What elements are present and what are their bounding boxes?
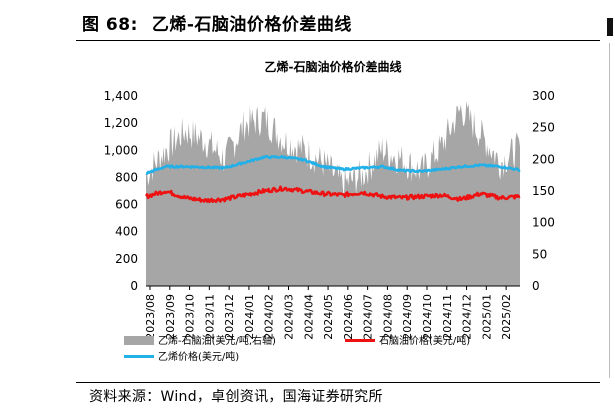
y-right-tick-label: 300	[532, 89, 555, 103]
chart-title: 乙烯-石脑油价格价差曲线	[265, 59, 402, 74]
y-left-tick-label: 1,400	[104, 89, 138, 103]
x-tick-label: 2024/10	[421, 294, 434, 340]
x-tick-label: 2023/09	[164, 294, 177, 340]
x-tick-label: 2024/07	[362, 294, 375, 340]
y-right-tick-label: 250	[532, 121, 555, 135]
x-tick-label: 2024/08	[381, 294, 394, 340]
x-tick-label: 2024/12	[461, 294, 474, 340]
x-tick-label: 2025/01	[480, 294, 493, 340]
x-tick-label: 2023/08	[144, 294, 157, 340]
figure-number: 图 68:	[82, 15, 138, 35]
x-tick-label: 2024/09	[401, 294, 414, 340]
legend-naphtha-label: 石脑油价格(美元/吨)	[379, 334, 470, 347]
top-rule	[76, 40, 600, 41]
y-left-tick-label: 200	[115, 252, 138, 266]
x-tick-label: 2024/06	[342, 294, 355, 340]
y-right-tick-label: 100	[532, 216, 555, 230]
x-tick-label: 2024/05	[322, 294, 335, 340]
ethylene-price-line	[145, 154, 521, 175]
x-tick-label: 2023/10	[184, 294, 197, 340]
legend-spread-swatch	[124, 336, 154, 345]
x-tick-label: 2025/02	[500, 294, 513, 340]
legend-ethylene-label: 乙烯价格(美元/吨)	[158, 350, 239, 363]
naphtha-price-line	[144, 185, 521, 204]
y-right-tick-label: 50	[532, 247, 547, 261]
y-right-tick-label: 200	[532, 152, 555, 166]
x-tick-label: 2024/02	[263, 294, 276, 340]
x-tick-label: 2023/12	[223, 294, 236, 340]
y-left-tick-label: 0	[130, 279, 138, 293]
x-tick-label: 2024/03	[282, 294, 295, 340]
legend-spread-label: 乙烯-石脑油(美元/吨,右轴)	[158, 334, 276, 347]
y-right-tick-label: 150	[532, 184, 555, 198]
y-left-tick-label: 1,000	[104, 143, 138, 157]
figure-title: 图 68: 乙烯-石脑油价格价差曲线	[82, 10, 352, 35]
y-left-tick-label: 800	[115, 170, 138, 184]
x-tick-label: 2023/11	[203, 294, 216, 340]
bottom-rule	[76, 382, 600, 383]
adjacent-figure-edge	[607, 18, 613, 36]
figure-caption: 乙烯-石脑油价格价差曲线	[151, 15, 352, 35]
adjacent-figure-border	[609, 43, 610, 378]
x-tick-label: 2024/01	[243, 294, 256, 340]
source-note: 资料来源：Wind，卓创资讯，国海证券研究所	[89, 389, 383, 405]
y-left-tick-label: 600	[115, 198, 138, 212]
x-tick-label: 2024/04	[302, 294, 315, 340]
y-right-tick-label: 0	[532, 279, 540, 293]
y-left-tick-label: 400	[115, 225, 138, 239]
y-left-tick-label: 1,200	[104, 116, 138, 130]
x-tick-label: 2024/11	[441, 294, 454, 340]
